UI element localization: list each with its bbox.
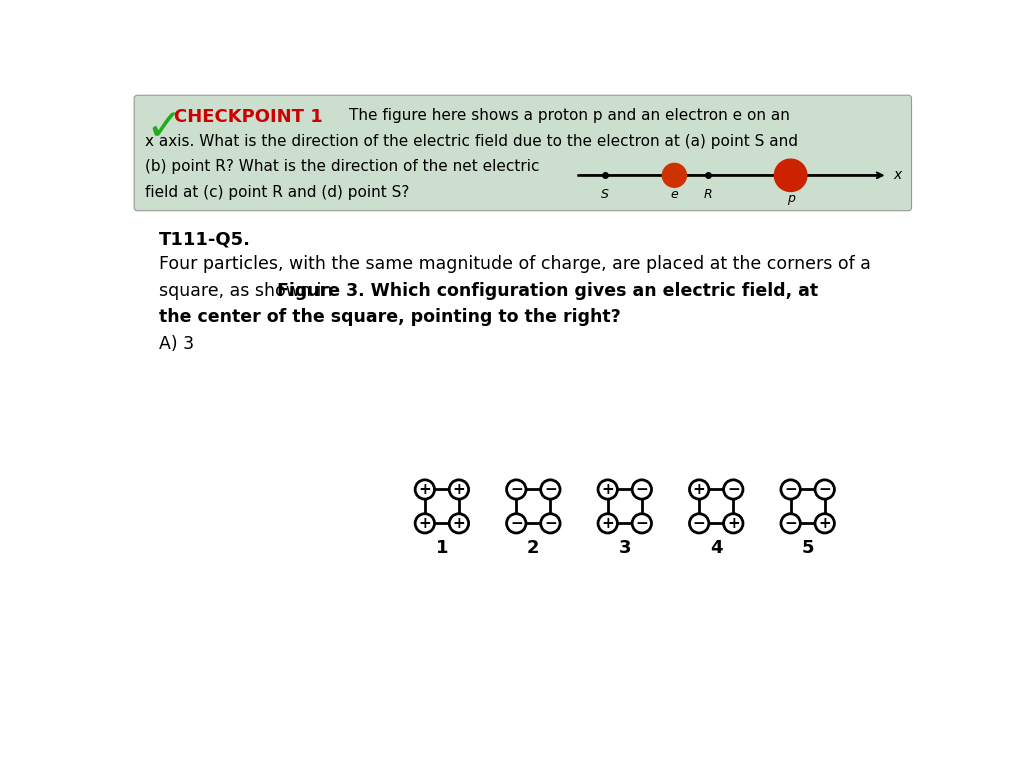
FancyBboxPatch shape: [134, 95, 911, 210]
Text: CHECKPOINT 1: CHECKPOINT 1: [174, 108, 324, 125]
Text: Figure 3. Which configuration gives an electric field, at: Figure 3. Which configuration gives an e…: [276, 282, 818, 300]
Text: 3: 3: [618, 539, 631, 557]
Text: +: +: [818, 516, 831, 531]
Text: A) 3: A) 3: [159, 336, 195, 353]
Circle shape: [541, 480, 560, 499]
Circle shape: [724, 514, 743, 533]
Text: −: −: [636, 516, 648, 531]
Text: e: e: [671, 188, 678, 201]
Text: +: +: [419, 482, 431, 497]
Text: +: +: [453, 482, 465, 497]
Circle shape: [598, 514, 617, 533]
Text: the center of the square, pointing to the right?: the center of the square, pointing to th…: [159, 308, 621, 326]
Text: 2: 2: [527, 539, 540, 557]
Circle shape: [415, 514, 434, 533]
Text: +: +: [727, 516, 739, 531]
Text: +: +: [601, 516, 614, 531]
Text: x axis. What is the direction of the electric field due to the electron at (a) p: x axis. What is the direction of the ele…: [145, 134, 798, 149]
Text: (b) point R? What is the direction of the net electric: (b) point R? What is the direction of th…: [145, 159, 540, 174]
Text: +: +: [453, 516, 465, 531]
Text: −: −: [693, 516, 706, 531]
Text: p: p: [786, 192, 795, 205]
Text: The figure here shows a proton p and an electron e on an: The figure here shows a proton p and an …: [349, 108, 790, 123]
Text: −: −: [544, 516, 557, 531]
Circle shape: [450, 480, 469, 499]
Text: −: −: [510, 516, 522, 531]
Circle shape: [781, 480, 801, 499]
Text: −: −: [727, 482, 739, 497]
Circle shape: [724, 480, 743, 499]
Circle shape: [632, 480, 651, 499]
Text: −: −: [544, 482, 557, 497]
Text: 4: 4: [710, 539, 723, 557]
Text: Four particles, with the same magnitude of charge, are placed at the corners of : Four particles, with the same magnitude …: [159, 256, 870, 273]
Text: −: −: [510, 482, 522, 497]
Circle shape: [689, 480, 709, 499]
Circle shape: [507, 480, 526, 499]
Text: field at (c) point R and (d) point S?: field at (c) point R and (d) point S?: [145, 184, 410, 200]
Text: ✓: ✓: [145, 106, 182, 149]
Text: square, as shown in: square, as shown in: [159, 282, 338, 300]
Text: T111-Q5.: T111-Q5.: [159, 230, 251, 249]
Text: 5: 5: [802, 539, 814, 557]
Circle shape: [781, 514, 801, 533]
Text: x: x: [894, 168, 902, 182]
Text: S: S: [601, 187, 608, 200]
Text: −: −: [636, 482, 648, 497]
Circle shape: [541, 514, 560, 533]
Circle shape: [663, 164, 686, 187]
Text: −: −: [784, 516, 797, 531]
Text: −: −: [818, 482, 831, 497]
Text: −: −: [784, 482, 797, 497]
Circle shape: [450, 514, 469, 533]
Text: +: +: [693, 482, 706, 497]
Circle shape: [815, 480, 835, 499]
Circle shape: [415, 480, 434, 499]
Circle shape: [598, 480, 617, 499]
Circle shape: [815, 514, 835, 533]
Circle shape: [774, 159, 807, 191]
Circle shape: [632, 514, 651, 533]
Text: 1: 1: [435, 539, 449, 557]
Text: R: R: [703, 187, 712, 200]
Circle shape: [689, 514, 709, 533]
Circle shape: [507, 514, 526, 533]
Text: +: +: [419, 516, 431, 531]
Text: +: +: [601, 482, 614, 497]
